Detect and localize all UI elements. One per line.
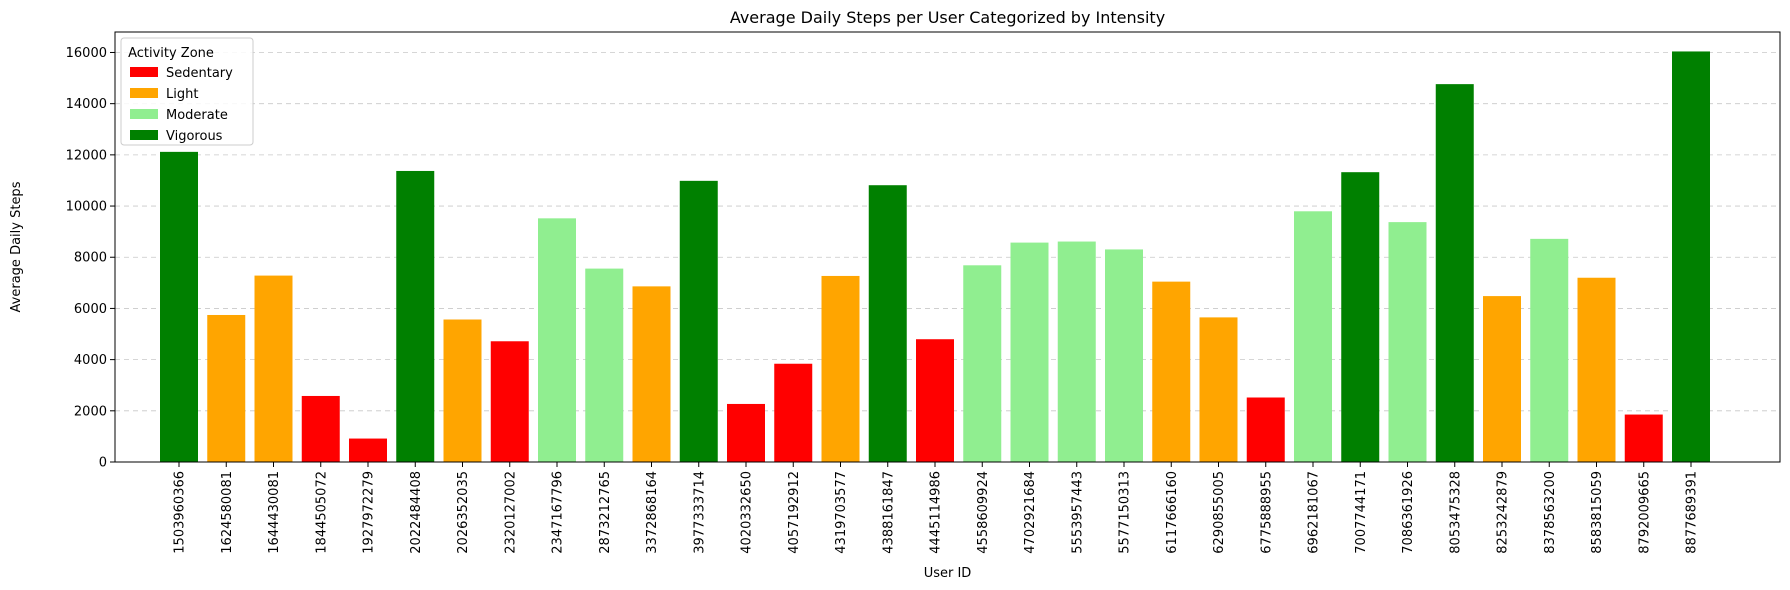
legend-swatch [130, 109, 158, 119]
bar [1530, 238, 1569, 462]
legend-entries: Sedentary Light Moderate Vigorous [130, 66, 233, 144]
bar [868, 185, 907, 463]
x-tick-label: 4020332650 [740, 471, 755, 554]
x-tick-label: 2022484408 [409, 471, 424, 554]
x-tick-label: 2873212765 [598, 471, 613, 554]
chart-title: Average Daily Steps per User Categorized… [730, 8, 1165, 27]
bar [1010, 242, 1049, 462]
x-tick-label: 6775888955 [1259, 471, 1274, 554]
bar [963, 265, 1002, 462]
bar [1624, 414, 1663, 462]
bar [1246, 397, 1285, 462]
x-tick-label: 4057192912 [787, 471, 802, 554]
x-tick-label: 3977333714 [692, 471, 707, 554]
bar [396, 170, 435, 462]
x-tick-label: 4388161847 [881, 471, 896, 554]
bar [821, 275, 860, 462]
x-tick-label: 4319703577 [834, 471, 849, 554]
bar [1294, 211, 1332, 462]
y-tick-label: 6000 [74, 302, 107, 317]
plot-frame [114, 31, 1781, 463]
x-tick-label: 1644430081 [267, 471, 282, 554]
legend-label: Sedentary [166, 66, 233, 81]
x-tick-label: 1927972279 [362, 471, 377, 554]
y-tick-label: 2000 [74, 404, 107, 419]
bar [207, 314, 246, 462]
x-tick-label: 8792009665 [1637, 471, 1652, 554]
legend-label: Vigorous [166, 129, 223, 144]
bar [160, 151, 198, 463]
bar [490, 341, 529, 462]
bar [632, 286, 671, 462]
x-tick-label: 1844505072 [314, 471, 329, 554]
x-tick-label: 2026352035 [456, 471, 471, 554]
bar [443, 319, 482, 462]
bar [774, 363, 813, 462]
y-tick-label: 16000 [66, 46, 107, 61]
x-axis-ticks: 1503960366 1624580081 1644430081 1844505072… [173, 462, 1700, 554]
x-axis-label: User ID [924, 566, 972, 581]
y-tick-label: 10000 [66, 200, 107, 215]
legend-label: Light [166, 87, 198, 102]
legend-swatch [130, 88, 158, 98]
x-tick-label: 8877689391 [1685, 471, 1700, 554]
bar [1341, 172, 1380, 462]
x-tick-label: 4445114986 [929, 471, 944, 554]
bar-layer [160, 51, 1710, 463]
bar [538, 218, 576, 462]
y-tick-label: 14000 [66, 97, 107, 112]
x-tick-label: 1624580081 [220, 471, 235, 554]
x-tick-label: 8378563200 [1543, 471, 1558, 554]
bar [1435, 84, 1474, 462]
bar [1199, 317, 1238, 462]
bar [1152, 281, 1191, 462]
y-axis-label: Average Daily Steps [9, 181, 24, 312]
x-tick-label: 5577150313 [1118, 471, 1133, 554]
x-tick-label: 8253242879 [1496, 471, 1511, 554]
x-tick-label: 7086361926 [1401, 471, 1416, 554]
x-tick-label: 4558609924 [976, 471, 991, 554]
bar [1672, 51, 1710, 462]
y-axis-ticks: 0 2000 4000 6000 8000 10000 12000 14000 16000 [66, 46, 115, 471]
legend-swatch [130, 67, 158, 77]
legend-title: Activity Zone [128, 46, 214, 61]
x-tick-label: 5553957443 [1070, 471, 1085, 554]
x-tick-label: 6117666160 [1165, 471, 1180, 554]
x-tick-label: 6290855005 [1212, 471, 1227, 554]
y-tick-label: 8000 [74, 251, 107, 266]
bar [254, 275, 293, 462]
x-tick-label: 4702921684 [1023, 471, 1038, 554]
bar [727, 403, 765, 462]
bar [1057, 241, 1096, 462]
x-tick-label: 1503960366 [173, 471, 188, 554]
bar [1483, 296, 1521, 462]
x-tick-label: 8053475328 [1448, 471, 1463, 554]
bar [585, 268, 624, 462]
x-tick-label: 8583815059 [1590, 471, 1605, 554]
y-tick-label: 4000 [74, 353, 107, 368]
bar [301, 395, 340, 462]
x-tick-label: 3372868164 [645, 471, 660, 554]
x-tick-label: 2320127002 [503, 471, 518, 554]
legend: Activity Zone Sedentary Light Moderate Vigo… [120, 37, 254, 146]
x-tick-label: 2347167796 [551, 471, 566, 554]
legend-label: Moderate [166, 108, 228, 123]
bar [1388, 222, 1427, 462]
bar [1577, 277, 1616, 462]
bar [349, 438, 387, 462]
x-tick-label: 6962181067 [1307, 471, 1322, 554]
bar [916, 339, 954, 462]
bar [1105, 249, 1143, 462]
x-tick-label: 7007744171 [1354, 471, 1369, 554]
y-tick-label: 0 [99, 456, 107, 471]
legend-swatch [130, 130, 158, 140]
y-tick-label: 12000 [66, 148, 107, 163]
bar [679, 180, 718, 462]
